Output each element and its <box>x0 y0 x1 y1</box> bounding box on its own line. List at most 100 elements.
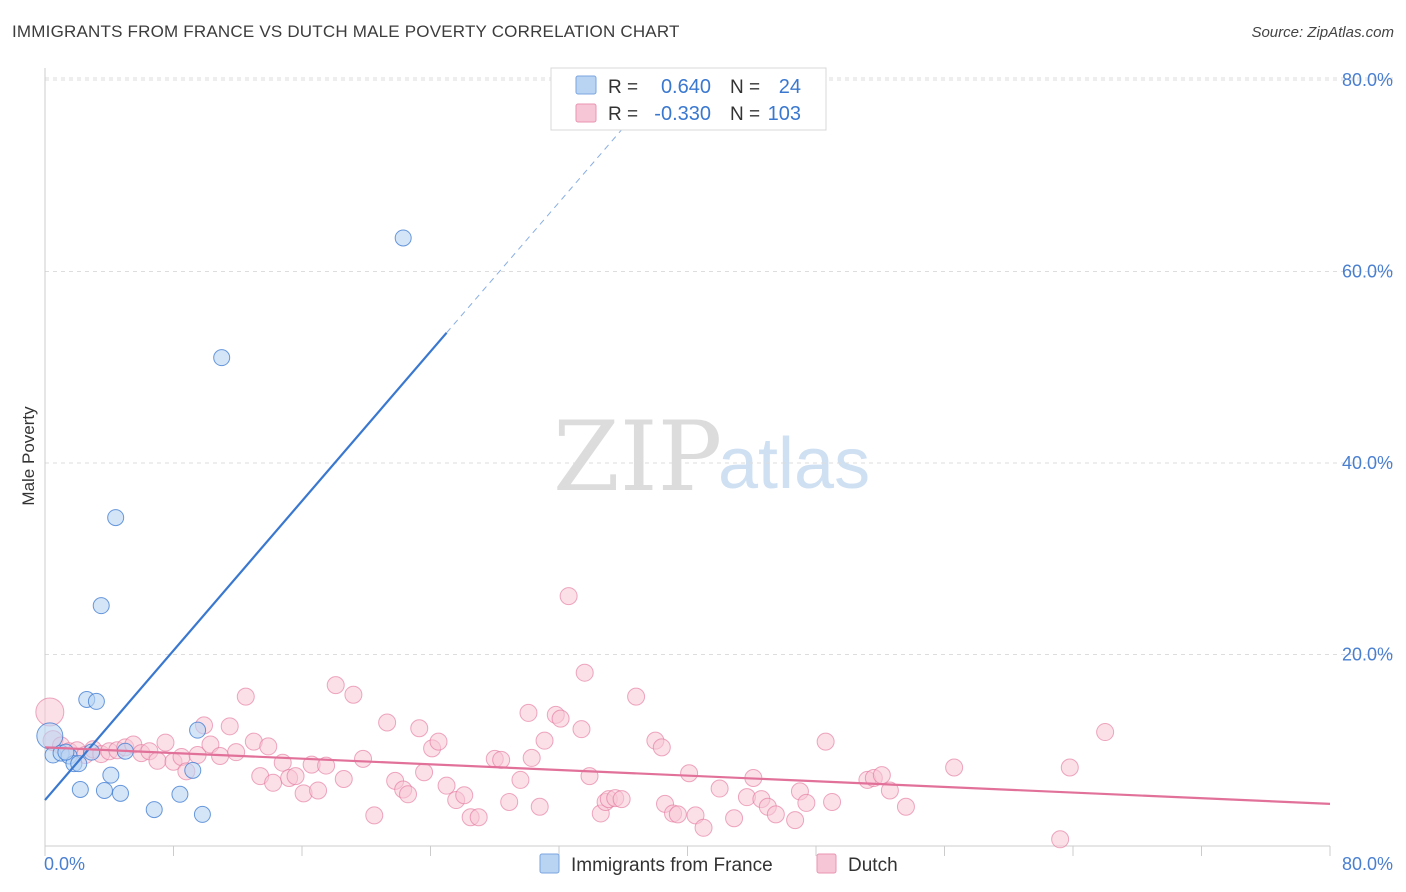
dutch-point <box>551 709 570 728</box>
y-axis-label: Male Poverty <box>19 406 38 506</box>
legend-n-label-1: N = <box>730 77 760 98</box>
dutch-point <box>1060 758 1079 777</box>
france-point <box>87 692 105 710</box>
stats-legend: R = 0.640 N = 24 R = -0.330 N = 103 <box>550 67 827 131</box>
x-tick-label-max: 80.0% <box>1342 854 1393 874</box>
dutch-point <box>572 720 591 739</box>
legend-r-label-2: R = <box>608 104 638 125</box>
france-point <box>193 805 211 823</box>
dutch-point <box>156 733 175 752</box>
dutch-points <box>35 587 1115 849</box>
dutch-point <box>259 737 278 756</box>
dutch-point <box>710 779 729 798</box>
dutch-point <box>148 751 167 770</box>
dutch-point <box>500 792 519 811</box>
dutch-point <box>344 685 363 704</box>
stats-legend-box <box>550 67 827 131</box>
dutch-point <box>559 587 578 606</box>
dutch-point <box>896 797 915 816</box>
source-credit: Source: ZipAtlas.com <box>1251 24 1394 41</box>
dutch-point <box>575 663 594 682</box>
y-tick-label: 60.0% <box>1342 262 1393 282</box>
dutch-point <box>511 770 530 789</box>
legend-r-value-2: -0.330 <box>654 103 711 125</box>
dutch-point <box>334 769 353 788</box>
x-tick-label-min: 0.0% <box>44 854 85 874</box>
gridlines <box>45 77 1393 655</box>
legend-swatch-pink <box>575 103 597 123</box>
series-legend-swatch-france <box>539 853 560 874</box>
dutch-point <box>522 748 541 767</box>
dutch-point <box>35 697 65 727</box>
france-point <box>111 784 129 802</box>
france-point <box>57 743 75 761</box>
dutch-point <box>797 793 816 812</box>
series-legend-swatch-dutch <box>816 853 837 874</box>
france-trend-extension <box>446 127 624 334</box>
legend-r-label-1: R = <box>608 77 638 98</box>
dutch-point <box>612 790 631 809</box>
dutch-point <box>236 687 255 706</box>
france-point <box>71 781 89 799</box>
france-point <box>171 785 189 803</box>
trend-lines <box>44 127 1331 805</box>
dutch-point <box>365 806 384 825</box>
legend-n-value-1: 24 <box>779 76 801 98</box>
dutch-point <box>530 797 549 816</box>
france-point <box>92 597 110 615</box>
france-point <box>70 755 88 773</box>
dutch-point <box>823 792 842 811</box>
dutch-point <box>429 732 448 751</box>
dutch-point <box>668 805 687 824</box>
france-point <box>95 781 113 799</box>
watermark-zip: ZIP <box>553 401 722 513</box>
dutch-point <box>326 676 345 695</box>
dutch-point <box>415 763 434 782</box>
x-ticks <box>44 846 1331 856</box>
dutch-point <box>469 808 488 827</box>
dutch-trend-line <box>44 746 1331 805</box>
dutch-point <box>354 749 373 768</box>
y-tick-label: 20.0% <box>1342 645 1393 665</box>
dutch-point <box>519 703 538 722</box>
france-point <box>394 229 412 247</box>
dutch-point <box>317 756 336 775</box>
france-trend-line <box>44 332 448 801</box>
france-point <box>184 761 202 779</box>
watermark-atlas: atlas <box>718 424 870 504</box>
dutch-point <box>627 687 646 706</box>
dutch-point <box>227 743 246 762</box>
france-point <box>102 766 120 784</box>
dutch-point <box>880 781 899 800</box>
legend-n-value-2: 103 <box>768 103 801 125</box>
dutch-point <box>816 732 835 751</box>
france-point <box>107 509 125 527</box>
dutch-point <box>437 776 456 795</box>
dutch-point <box>220 717 239 736</box>
dutch-point <box>1051 830 1070 849</box>
y-tick-label: 40.0% <box>1342 453 1393 473</box>
dutch-point <box>680 764 699 783</box>
dutch-point <box>492 750 511 769</box>
dutch-point <box>652 738 671 757</box>
dutch-point <box>786 811 805 830</box>
dutch-point <box>410 719 429 738</box>
france-point <box>189 721 207 739</box>
dutch-point <box>264 773 283 792</box>
dutch-point <box>201 735 220 754</box>
dutch-point <box>872 766 891 785</box>
chart-title: IMMIGRANTS FROM FRANCE VS DUTCH MALE POV… <box>12 22 680 41</box>
dutch-point <box>1096 723 1115 742</box>
legend-r-value-1: 0.640 <box>661 76 711 98</box>
y-tick-labels: 20.0% 40.0% 60.0% 80.0% <box>1342 70 1393 665</box>
legend-swatch-blue <box>575 75 597 95</box>
series-legend: Immigrants from France Dutch <box>539 853 898 876</box>
dutch-point <box>455 786 474 805</box>
dutch-point <box>378 713 397 732</box>
dutch-point <box>535 731 554 750</box>
dutch-point <box>286 767 305 786</box>
france-point <box>213 349 231 367</box>
y-tick-label: 80.0% <box>1342 70 1393 90</box>
dutch-point <box>766 805 785 824</box>
